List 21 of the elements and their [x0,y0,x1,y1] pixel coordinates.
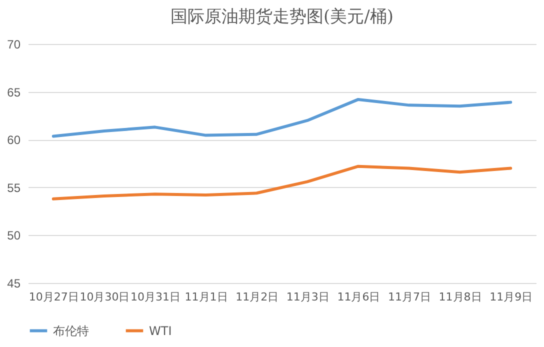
legend-label: 布伦特 [53,324,89,338]
x-tick-label: 11月8日 [438,290,482,304]
x-tick-label: 11月7日 [388,290,431,304]
line-series [52,98,512,138]
x-tick-label: 11月2日 [236,290,279,304]
legend-label: WTI [149,324,172,338]
y-tick-label: 65 [7,85,21,100]
y-tick-label: 55 [7,180,21,195]
y-tick-label: 60 [7,133,21,148]
x-tick-label: 10月27日 [28,290,79,304]
line-series [52,164,512,200]
x-tick-label: 11月9日 [490,290,533,304]
x-tick-label: 10月30日 [80,290,130,304]
x-tick-label: 10月31日 [130,290,180,304]
x-tick-label: 11月1日 [184,290,228,304]
y-tick-label: 50 [7,228,21,243]
y-tick-label: 70 [7,38,21,52]
x-tick-label: 11月6日 [337,290,380,304]
y-tick-label: 45 [7,276,21,290]
x-tick-label: 11月3日 [286,290,330,304]
chart-title: 国际原油期货走势图(美元/桶) [170,7,394,27]
